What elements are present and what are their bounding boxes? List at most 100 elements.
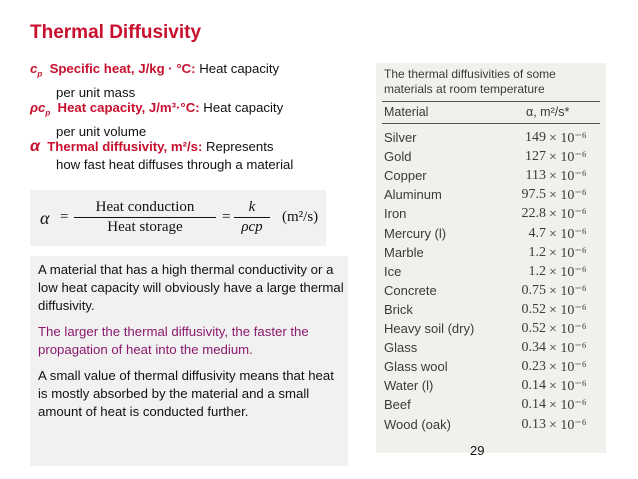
definition-heading: Heat capacity, J/m³·°C: [57,100,200,115]
formula-denominator: ρcp [241,219,263,235]
row-exponent: × 10⁻⁶ [549,322,587,337]
row-exponent: × 10⁻⁶ [549,417,587,433]
diffusivity-formula: α = Heat conduction Heat storage = k ρcp… [30,190,326,246]
formula-numerator: k [234,199,270,218]
row-value: 127 [525,149,546,165]
row-material: Ice [384,263,402,279]
row-exponent: × 10⁻⁶ [549,341,587,357]
row-exponent: × 10⁻⁶ [549,264,587,280]
formula-fraction-words: Heat conduction Heat storage [74,199,216,236]
formula-equals: = [222,209,231,225]
row-value: 0.23 [521,359,547,375]
table-row: Silver 149 × 10⁻⁶ [376,130,606,148]
symbol-alpha: α [30,138,40,155]
row-material: Aluminum [384,187,442,203]
definition-heading: Specific heat, J/kg · °C: [49,61,196,76]
row-value: 1.2 [528,244,547,260]
row-value: 0.52 [521,321,547,336]
row-exponent: × 10⁻⁶ [549,207,587,223]
table-row: Ice 1.2 × 10⁻⁶ [376,264,606,282]
row-exponent: × 10⁻⁶ [549,245,587,261]
row-material: Silver [384,130,417,145]
row-value: 113 [525,168,546,184]
page-number: 29 [470,443,485,458]
slide-title: Thermal Diffusivity [30,22,202,43]
table-row: Beef 0.14 × 10⁻⁶ [376,397,606,415]
row-material: Brick [384,301,413,317]
row-value: 0.34 [521,340,547,356]
row-exponent: × 10⁻⁶ [549,150,587,166]
row-exponent: × 10⁻⁶ [549,360,587,376]
row-material: Gold [384,149,412,165]
row-material: Mercury (l) [384,225,447,241]
definition-thermal-diffusivity: α Thermal diffusivity, m²/s: Represents … [30,138,350,174]
symbol-cp: cp [30,61,43,79]
table-row: Brick 0.52 × 10⁻⁶ [376,302,606,320]
row-value: 0.75 [521,282,547,298]
table-row: Copper 113 × 10⁻⁶ [376,168,606,186]
table-row: Glass wool 0.23 × 10⁻⁶ [376,359,606,377]
table-row: Glass 0.34 × 10⁻⁶ [376,340,606,358]
formula-denominator: Heat storage [107,219,183,235]
row-exponent: × 10⁻⁶ [549,188,587,204]
definition-text: Heat capacity [199,61,280,76]
table-row: Concrete 0.75 × 10⁻⁶ [376,283,606,301]
definition-continuation: per unit mass [56,84,136,100]
definition-text: Represents [206,139,274,154]
definition-heat-capacity: ρcp Heat capacity, J/m³·°C: Heat capacit… [30,99,350,141]
table-caption: The thermal diffusivities of some materi… [384,67,556,96]
row-exponent: × 10⁻⁶ [549,379,587,395]
definition-text: Heat capacity [203,100,284,115]
row-exponent: × 10⁻⁶ [549,169,587,185]
column-header-alpha: α, m²/s* [526,105,570,119]
paragraph-propagation: The larger the thermal diffusivity, the … [38,324,309,357]
table-row: Iron 22.8 × 10⁻⁶ [376,206,606,224]
row-exponent: × 10⁻⁶ [549,131,587,146]
column-header-material: Material [384,105,429,119]
row-material: Beef [384,397,411,413]
row-value: 149 [525,130,546,145]
row-value: 22.8 [521,206,547,222]
diffusivity-table: The thermal diffusivities of some materi… [376,63,606,453]
row-material: Water (l) [384,378,434,394]
row-value: 0.14 [521,378,547,394]
row-exponent: × 10⁻⁶ [549,398,587,414]
row-value: 1.2 [528,263,547,279]
row-exponent: × 10⁻⁶ [549,283,587,299]
table-row: Heavy soil (dry) 0.52 × 10⁻⁶ [376,321,606,339]
row-material: Marble [384,244,424,260]
row-exponent: × 10⁻⁶ [549,226,587,242]
row-value: 0.13 [521,416,547,432]
row-material: Heavy soil (dry) [384,321,475,336]
definition-continuation: per unit volume [56,123,147,139]
formula-numerator: Heat conduction [74,199,216,218]
row-material: Wood (oak) [384,416,451,432]
table-row: Wood (oak) 0.13 × 10⁻⁶ [376,417,606,435]
paragraph-small-diffusivity: A small value of thermal diffusivity mea… [38,368,334,419]
row-material: Iron [384,206,407,222]
table-row: Aluminum 97.5 × 10⁻⁶ [376,187,606,205]
row-material: Glass wool [384,359,448,375]
row-material: Concrete [384,282,437,298]
row-value: 0.14 [521,397,547,413]
row-value: 0.52 [521,301,547,317]
definition-specific-heat: cp Specific heat, J/kg · °C: Heat capaci… [30,60,350,102]
table-rule-top [382,101,600,102]
table-rule-header [382,123,600,124]
formula-fraction-symbols: k ρcp [234,199,270,236]
table-row: Water (l) 0.14 × 10⁻⁶ [376,378,606,396]
formula-equals: = [60,209,69,225]
definition-continuation: how fast heat diffuses through a materia… [56,157,294,172]
row-value: 97.5 [521,187,547,203]
table-row: Marble 1.2 × 10⁻⁶ [376,245,606,263]
table-row: Gold 127 × 10⁻⁶ [376,149,606,167]
row-exponent: × 10⁻⁶ [549,302,587,318]
formula-alpha: α [40,208,50,228]
paragraph-high-diffusivity: A material that has a high thermal condu… [38,262,344,313]
table-row: Mercury (l) 4.7 × 10⁻⁶ [376,226,606,244]
explanation-box: A material that has a high thermal condu… [30,256,348,466]
symbol-rho-cp: ρcp [30,100,51,118]
row-material: Glass [384,340,418,356]
formula-units: (m²/s) [282,209,319,225]
